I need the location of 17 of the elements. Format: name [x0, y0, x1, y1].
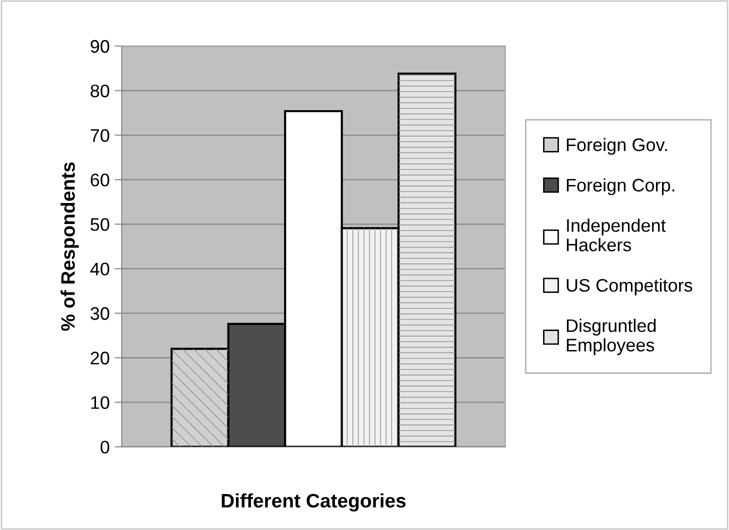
y-tick-label: 70: [90, 129, 110, 142]
y-tick-label: 10: [91, 396, 110, 409]
y-tick-label: 20: [90, 352, 110, 364]
y-tick-label: 90: [90, 40, 110, 53]
legend-label: Foreign Corp.: [566, 178, 674, 196]
y-tick-label: 40: [90, 262, 110, 276]
x-axis-title: Different Categories: [222, 493, 406, 512]
y-axis-title: % of Respondents: [60, 162, 79, 331]
y-tick-label: 30: [90, 307, 110, 320]
y-tick-label: 50: [90, 218, 110, 231]
y-tick-label: 60: [90, 174, 110, 186]
legend-label: US Competitors: [566, 278, 692, 296]
y-tick-label: 0: [100, 440, 110, 454]
legend-label: Foreign Gov.: [566, 138, 667, 155]
legend-label: Independent Hackers: [566, 218, 666, 252]
y-tick-label: 80: [90, 84, 110, 98]
legend-label: Disgruntled Employees: [566, 318, 656, 356]
